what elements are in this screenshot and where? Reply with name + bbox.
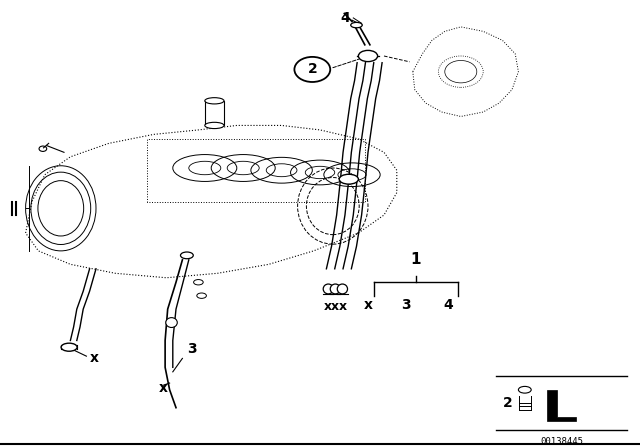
- Text: x: x: [332, 300, 339, 314]
- Text: 2: 2: [307, 62, 317, 77]
- Ellipse shape: [351, 22, 362, 28]
- Text: 00138445: 00138445: [540, 437, 584, 446]
- Text: x: x: [339, 300, 346, 314]
- Polygon shape: [547, 390, 576, 421]
- Text: 3: 3: [187, 342, 197, 357]
- Text: 2: 2: [502, 396, 512, 410]
- Text: x: x: [159, 380, 168, 395]
- Ellipse shape: [197, 293, 206, 298]
- Ellipse shape: [193, 280, 204, 285]
- Ellipse shape: [518, 386, 531, 393]
- Text: 4: 4: [443, 297, 453, 312]
- Ellipse shape: [180, 252, 193, 259]
- Ellipse shape: [339, 174, 358, 184]
- Text: x: x: [324, 300, 332, 314]
- Ellipse shape: [205, 122, 224, 129]
- Text: 4: 4: [340, 11, 351, 25]
- Text: x: x: [90, 351, 99, 366]
- Text: 1: 1: [411, 252, 421, 267]
- Text: x: x: [364, 297, 372, 312]
- Ellipse shape: [358, 51, 378, 62]
- Bar: [205, 101, 224, 125]
- Ellipse shape: [61, 343, 77, 351]
- Ellipse shape: [337, 284, 348, 294]
- Ellipse shape: [330, 284, 340, 294]
- Text: 3: 3: [401, 297, 412, 312]
- Ellipse shape: [323, 284, 333, 294]
- Circle shape: [294, 57, 330, 82]
- Ellipse shape: [166, 318, 177, 327]
- Ellipse shape: [205, 98, 224, 104]
